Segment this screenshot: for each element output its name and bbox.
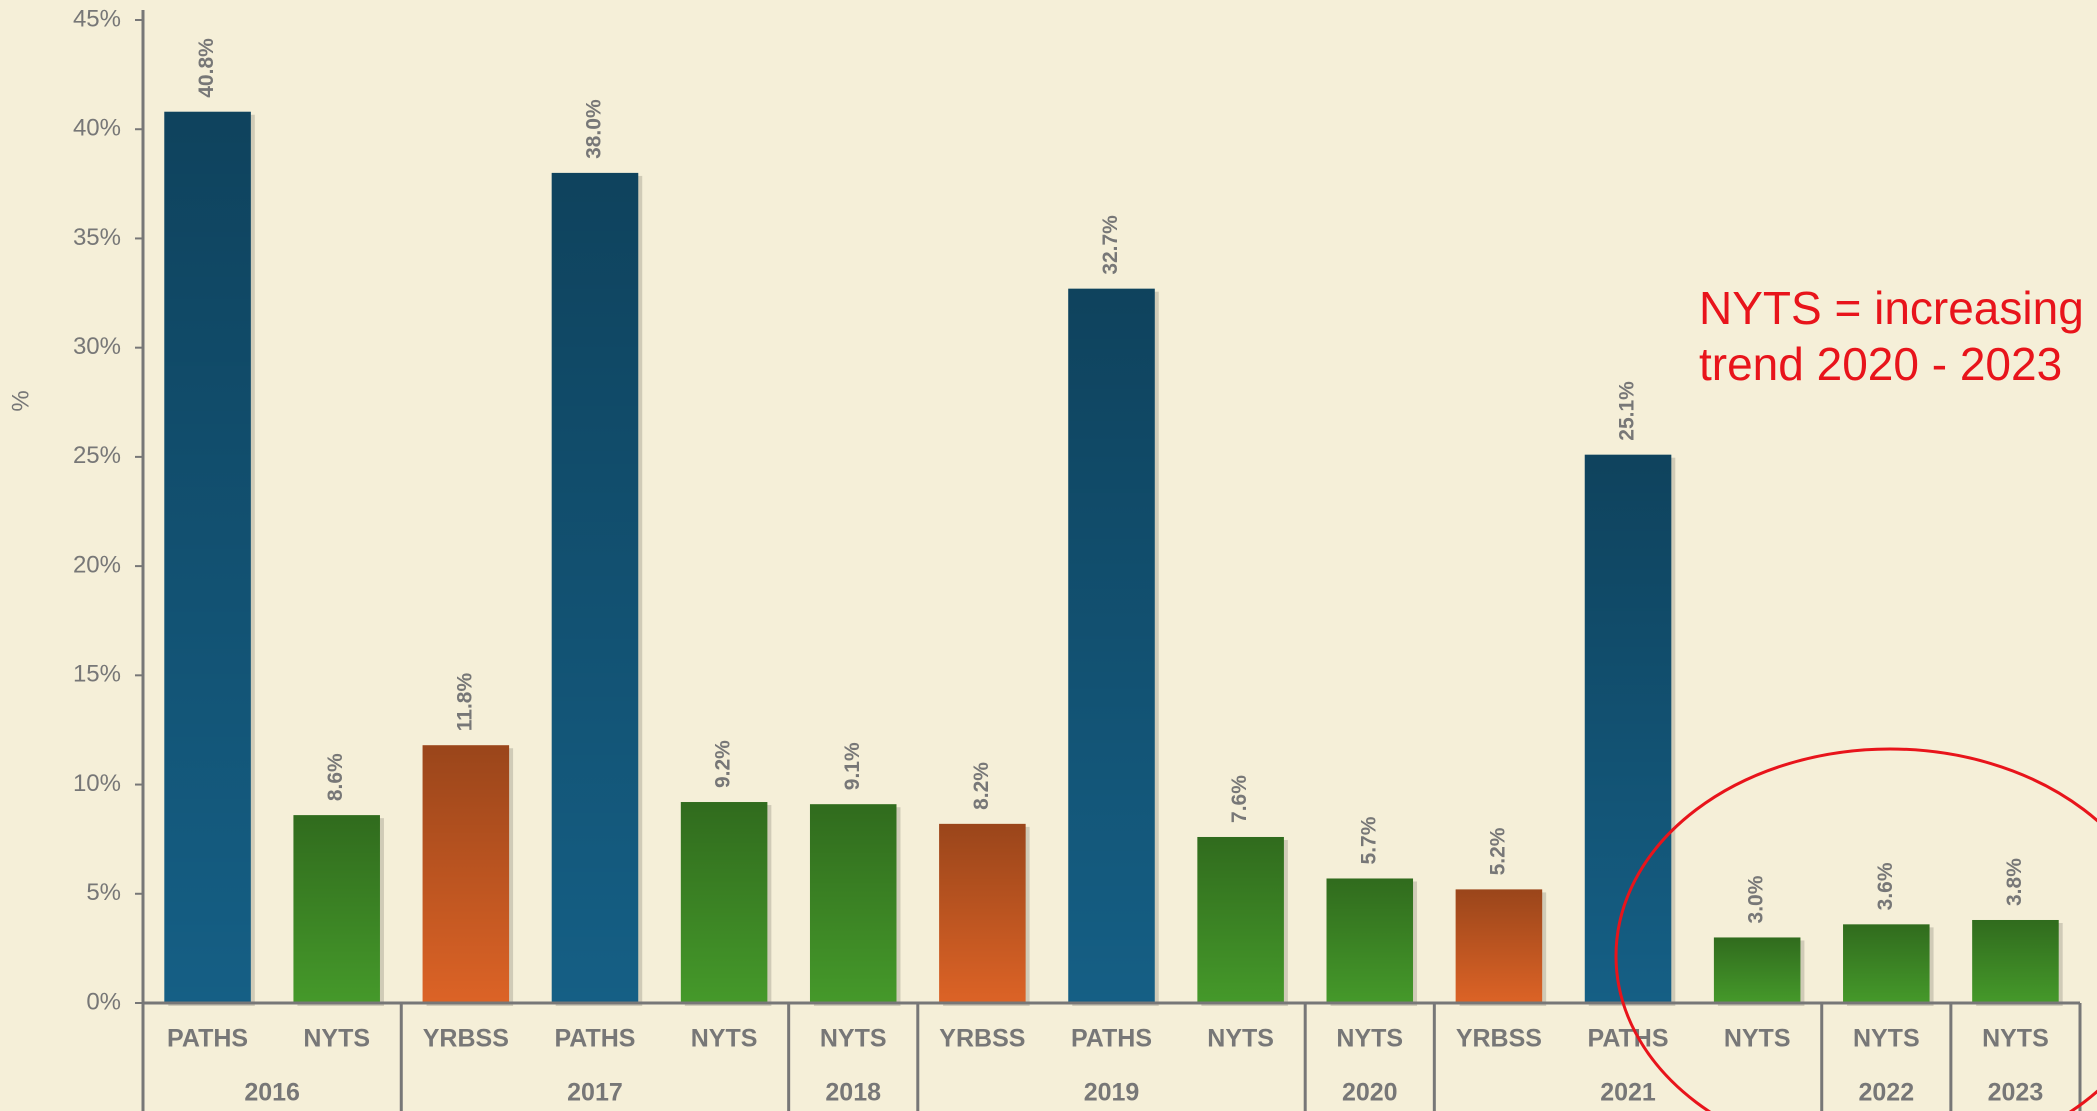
bar-shade (809, 804, 897, 1003)
bar-shade (422, 745, 510, 1003)
y-tick-label: 25% (73, 442, 121, 469)
annotation: trend 2020 - 2023 (1699, 338, 2062, 390)
y-tick-label: 40% (73, 115, 121, 142)
x-tick-label: NYTS (820, 1025, 887, 1053)
x-tick-label: NYTS (691, 1025, 758, 1053)
bar-shade (680, 802, 768, 1003)
y-axis-label: % (7, 390, 34, 411)
group-label: 2023 (1988, 1079, 2044, 1107)
x-tick-label: PATHS (1071, 1025, 1152, 1053)
value-label: 40.8% (195, 38, 218, 98)
y-tick-label: 35% (73, 224, 121, 251)
bar-shade (1068, 288, 1155, 1004)
value-label: 3.6% (1874, 862, 1897, 910)
bar-shade (1455, 889, 1543, 1003)
x-tick-label: NYTS (1853, 1025, 1920, 1053)
bar-shade (1972, 919, 2059, 1003)
y-tick-label: 5% (86, 879, 121, 906)
highlight-circle (1614, 747, 2097, 1111)
x-tick-label: NYTS (1724, 1025, 1791, 1053)
bar-shade (1584, 454, 1672, 1003)
value-label: 8.2% (970, 762, 993, 810)
value-label: 9.1% (841, 742, 864, 790)
value-label: 8.6% (324, 753, 347, 801)
bar-shade (164, 111, 251, 1004)
y-tick-label: 45% (73, 5, 121, 32)
value-label: 7.6% (1228, 775, 1251, 823)
group-label: 2020 (1342, 1079, 1398, 1107)
y-tick-label: 20% (73, 551, 121, 578)
bar-shade (1713, 937, 1801, 1003)
x-tick-label: PATHS (1588, 1025, 1669, 1053)
group-label: 2018 (825, 1079, 881, 1107)
y-tick-label: 0% (86, 988, 121, 1015)
x-tick-label: NYTS (1982, 1025, 2049, 1053)
x-tick-label: YRBSS (939, 1025, 1025, 1053)
value-label: 5.7% (1357, 816, 1380, 864)
bar-shade (1326, 878, 1414, 1003)
bar-shade (939, 823, 1026, 1003)
group-label: 2017 (567, 1079, 623, 1107)
value-label: 3.8% (2003, 858, 2026, 906)
bar-shade (293, 815, 380, 1003)
value-label: 11.8% (453, 673, 476, 732)
value-label: 3.0% (1745, 875, 1768, 923)
x-tick-label: YRBSS (1456, 1025, 1542, 1053)
bar-shade (1197, 836, 1284, 1003)
value-label: 32.7% (1099, 215, 1122, 275)
bar-shade (551, 172, 639, 1003)
y-tick-label: 15% (73, 661, 121, 688)
x-tick-label: NYTS (1207, 1025, 1274, 1053)
x-tick-label: NYTS (1336, 1025, 1403, 1053)
value-label: 5.2% (1486, 827, 1509, 875)
x-tick-label: YRBSS (423, 1025, 509, 1053)
group-label: 2019 (1084, 1079, 1140, 1107)
group-label: 2021 (1600, 1079, 1656, 1107)
x-tick-label: NYTS (303, 1025, 370, 1053)
y-tick-label: 30% (73, 333, 121, 360)
y-tick-label: 10% (73, 770, 121, 797)
bar-shade (1843, 924, 1930, 1003)
value-label: 25.1% (1616, 381, 1639, 441)
x-tick-label: PATHS (554, 1025, 635, 1053)
group-label: 2016 (244, 1079, 300, 1107)
value-label: 9.2% (712, 740, 735, 788)
annotation: NYTS = increasing (1699, 282, 2084, 334)
group-label: 2022 (1858, 1079, 1914, 1107)
value-label: 38.0% (583, 99, 606, 159)
x-tick-label: PATHS (167, 1025, 248, 1053)
